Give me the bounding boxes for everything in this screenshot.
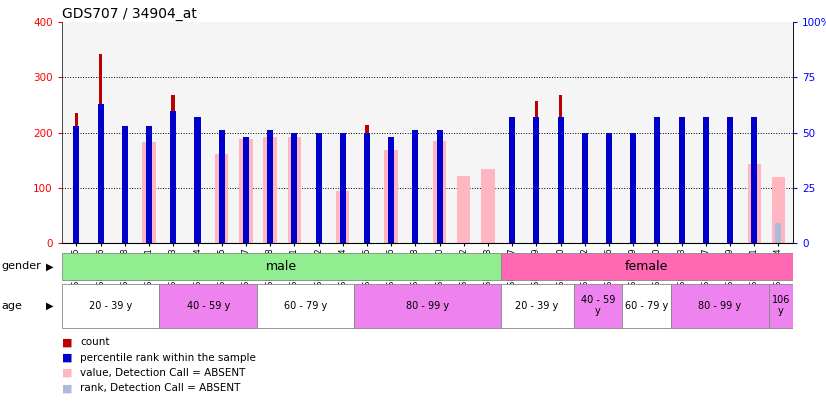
Bar [606,133,612,243]
Bar [654,117,661,243]
Text: 106
y: 106 y [771,295,790,316]
Text: GDS707 / 34904_at: GDS707 / 34904_at [62,7,197,21]
Bar [364,137,370,243]
Bar [364,133,370,243]
Bar [142,142,156,243]
Bar [287,137,301,243]
Text: ■: ■ [62,368,73,378]
Bar [384,150,398,243]
Bar [194,117,201,243]
Bar [573,284,623,328]
Text: 80 - 99 y: 80 - 99 y [406,301,449,311]
Bar [776,223,781,243]
Bar [771,177,785,243]
Text: 40 - 59
y: 40 - 59 y [581,295,615,316]
Bar [99,54,102,243]
Text: percentile rank within the sample: percentile rank within the sample [80,353,256,362]
Bar [316,175,321,243]
Bar [482,168,495,243]
Bar [159,284,257,328]
Bar [243,137,249,243]
Bar [146,126,152,243]
Bar [74,113,78,243]
Text: age: age [2,301,22,311]
Bar [501,284,573,328]
Bar [219,130,225,243]
Bar [457,176,471,243]
Text: ■: ■ [62,337,73,347]
Bar [768,284,793,328]
Bar [354,284,501,328]
Bar [196,117,199,243]
Bar [558,95,563,243]
Bar [501,253,793,280]
Bar [62,284,159,328]
Bar [582,133,588,243]
Text: ■: ■ [62,384,73,393]
Bar [215,153,228,243]
Text: 80 - 99 y: 80 - 99 y [698,301,742,311]
Bar [263,137,277,243]
Text: ▶: ▶ [46,301,54,311]
Bar [412,130,419,243]
Bar [558,117,563,243]
Bar [316,133,321,243]
Bar [336,191,349,243]
Bar [240,139,253,243]
Bar [339,133,346,243]
Bar [74,126,79,243]
Bar [257,284,354,328]
Text: value, Detection Call = ABSENT: value, Detection Call = ABSENT [80,368,245,378]
Text: 40 - 59 y: 40 - 59 y [187,301,230,311]
Bar [62,253,501,280]
Bar [97,104,104,243]
Bar [703,223,709,243]
Bar [630,214,636,243]
Text: ▶: ▶ [46,262,54,271]
Text: rank, Detection Call = ABSENT: rank, Detection Call = ABSENT [80,384,240,393]
Bar [433,141,446,243]
Text: female: female [625,260,668,273]
Text: 20 - 39 y: 20 - 39 y [515,301,558,311]
Text: male: male [266,260,297,273]
Text: ■: ■ [62,353,73,362]
Bar [748,164,761,243]
Bar [679,117,685,243]
Text: 60 - 79 y: 60 - 79 y [625,301,668,311]
Bar [534,100,539,243]
Bar [365,125,368,243]
Bar [170,111,176,243]
Bar [509,117,515,243]
Bar [727,219,733,243]
Bar [727,117,733,243]
Text: 60 - 79 y: 60 - 79 y [284,301,327,311]
Bar [534,117,539,243]
Bar [623,284,671,328]
Bar [122,126,128,243]
Text: count: count [80,337,110,347]
Bar [292,133,297,243]
Bar [436,130,443,243]
Bar [630,133,636,243]
Bar [388,137,394,243]
Bar [671,284,768,328]
Bar [267,130,273,243]
Bar [703,117,709,243]
Bar [123,127,126,243]
Bar [751,117,757,243]
Bar [172,95,175,243]
Text: gender: gender [2,262,41,271]
Text: 20 - 39 y: 20 - 39 y [89,301,132,311]
